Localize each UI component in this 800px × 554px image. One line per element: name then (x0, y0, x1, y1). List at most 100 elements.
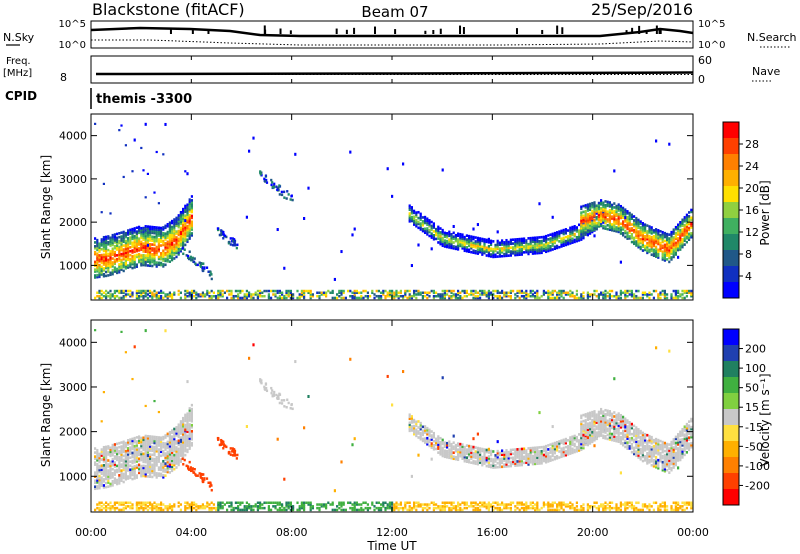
data-cell (443, 455, 446, 459)
data-cell (153, 261, 156, 264)
data-cell (96, 481, 99, 484)
data-cell (325, 506, 328, 510)
data-cell (111, 467, 114, 471)
data-cell (120, 237, 123, 240)
data-cell (144, 446, 147, 450)
data-cell (102, 506, 105, 510)
data-cell (485, 458, 488, 462)
data-cell (498, 503, 501, 506)
data-cell (351, 294, 354, 298)
power-ytick-label: 4000 (59, 130, 87, 143)
data-cell (140, 256, 143, 259)
data-cell (109, 501, 112, 505)
data-cell (507, 294, 510, 298)
data-cell (146, 293, 149, 296)
data-cell (107, 252, 110, 256)
data-cell (235, 246, 238, 250)
data-cell (452, 245, 455, 248)
data-cell (303, 216, 306, 220)
data-cell (619, 214, 622, 218)
data-cell (626, 294, 629, 298)
data-cell (542, 245, 545, 248)
data-cell (461, 449, 464, 452)
data-cell (430, 501, 433, 505)
data-cell (395, 291, 398, 295)
data-cell (105, 247, 108, 250)
data-cell (408, 427, 411, 431)
data-cell (190, 433, 193, 437)
data-cell (560, 241, 563, 244)
data-cell (109, 242, 112, 245)
freq-tick: 8 (60, 71, 67, 84)
data-cell (586, 233, 589, 237)
data-cell (168, 506, 171, 510)
data-cell (468, 238, 471, 242)
data-cell (274, 293, 277, 296)
data-cell (536, 456, 539, 459)
data-cell (109, 271, 112, 275)
data-cell (685, 291, 688, 295)
data-cell (107, 481, 110, 484)
data-cell (281, 296, 284, 300)
data-cell (131, 471, 134, 475)
data-cell (195, 505, 198, 508)
data-cell (516, 452, 519, 455)
data-cell (276, 503, 279, 506)
data-cell (380, 503, 383, 506)
data-cell (182, 229, 185, 232)
data-cell (424, 437, 427, 440)
data-cell (336, 505, 339, 508)
data-cell (149, 473, 152, 476)
noise-spike (207, 30, 210, 34)
data-cell (107, 503, 110, 506)
data-cell (540, 457, 543, 461)
data-cell (562, 244, 565, 247)
data-cell (177, 423, 180, 427)
data-cell (578, 233, 581, 236)
data-cell (289, 293, 292, 296)
data-cell (105, 455, 108, 459)
data-cell (472, 437, 475, 441)
noise-spike (424, 30, 427, 34)
data-cell (545, 452, 548, 456)
data-cell (525, 294, 528, 298)
data-cell (452, 501, 455, 505)
data-cell (116, 271, 119, 275)
nave-tick-bottom: 0 (698, 73, 705, 86)
data-cell (129, 230, 132, 234)
data-cell (606, 214, 609, 217)
data-cell (474, 244, 477, 247)
data-cell (650, 237, 653, 241)
data-cell (171, 457, 174, 461)
data-cell (674, 251, 677, 254)
data-cell (175, 216, 178, 220)
data-cell (501, 291, 504, 295)
data-cell (349, 294, 352, 298)
data-cell (109, 294, 112, 298)
data-cell (160, 506, 163, 510)
data-cell (285, 505, 288, 508)
data-cell (457, 458, 460, 462)
data-cell (146, 457, 149, 460)
data-cell (157, 438, 160, 441)
data-cell (424, 227, 427, 231)
data-cell (542, 237, 545, 241)
data-cell (571, 241, 574, 244)
data-cell (157, 263, 160, 267)
data-cell (428, 438, 431, 442)
data-cell (118, 449, 121, 453)
data-cell (408, 212, 411, 215)
data-cell (190, 206, 193, 210)
data-cell (534, 240, 537, 243)
data-cell (604, 205, 607, 209)
data-cell (120, 459, 123, 462)
data-cell (131, 266, 134, 270)
data-cell (575, 289, 578, 293)
data-cell (140, 456, 143, 460)
data-cell (619, 289, 622, 293)
data-cell (245, 506, 248, 510)
data-cell (133, 466, 136, 470)
data-cell (538, 462, 541, 465)
data-cell (96, 469, 99, 472)
